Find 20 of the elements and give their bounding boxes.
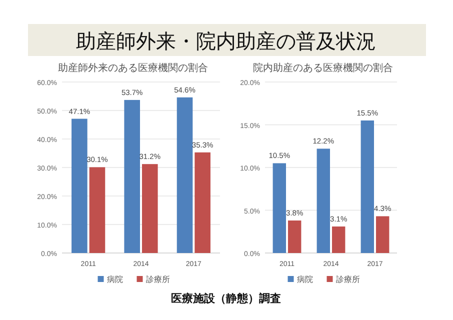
text: 助産師外来・院内助産の普及状況: [76, 30, 376, 53]
bar: [332, 226, 346, 253]
bar: [176, 97, 193, 253]
legend-label: 病院: [296, 275, 313, 284]
bar: [272, 163, 286, 253]
bar: [360, 120, 374, 253]
bar: [194, 152, 210, 253]
text: 医療施設（静態）調査: [171, 292, 281, 305]
chart-title: 院内助産のある医療機関の割合: [253, 62, 393, 74]
legend-label: 診療所: [146, 275, 170, 284]
bar: [124, 100, 140, 253]
legend-label: 診療所: [336, 275, 360, 284]
bar: [72, 118, 88, 253]
bar: [288, 220, 302, 253]
bar: [376, 216, 390, 253]
bar: [142, 164, 158, 253]
bar: [316, 148, 330, 253]
bar: [89, 167, 106, 253]
chart-title: 助産師外来のある医療機関の割合: [58, 62, 208, 74]
legend-label: 病院: [106, 275, 123, 284]
